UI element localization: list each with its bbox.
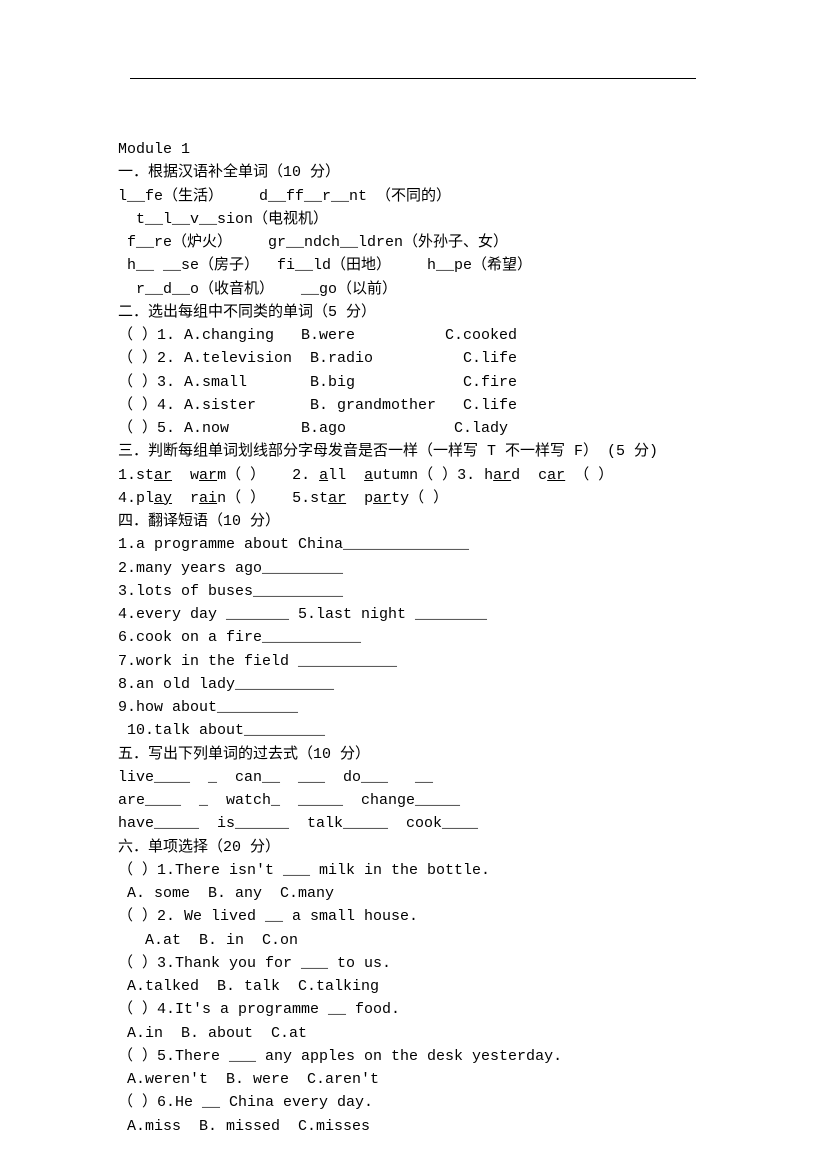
s6-q1: （ ）1.There isn't ___ milk in the bottle. bbox=[118, 859, 708, 882]
s3-line-1: 1.star warm（ ） 2. all autumn（ ）3. hard c… bbox=[118, 464, 708, 487]
section-1-title: 一．根据汉语补全单词（10 分） bbox=[118, 161, 708, 184]
s1-line-4: h__ __se（房子） fi__ld（田地） h__pe（希望） bbox=[118, 254, 708, 277]
section-3-title: 三．判断每组单词划线部分字母发音是否一样（一样写 T 不一样写 F） (5 分) bbox=[118, 440, 708, 463]
module-title: Module 1 bbox=[118, 138, 708, 161]
s4-line-7: 8.an old lady___________ bbox=[118, 673, 708, 696]
s2-row-2: （ ）2. A.television B.radio C.life bbox=[118, 347, 708, 370]
s5-line-1: live____ _ can__ ___ do___ __ bbox=[118, 766, 708, 789]
s4-line-3: 3.lots of buses__________ bbox=[118, 580, 708, 603]
s1-line-5: r__d__o（收音机） __go（以前） bbox=[118, 278, 708, 301]
s4-line-9: 10.talk about_________ bbox=[118, 719, 708, 742]
s5-line-3: have_____ is______ talk_____ cook____ bbox=[118, 812, 708, 835]
top-horizontal-rule bbox=[130, 78, 696, 79]
section-4-title: 四．翻译短语（10 分） bbox=[118, 510, 708, 533]
s4-line-6: 7.work in the field ___________ bbox=[118, 650, 708, 673]
section-5-title: 五．写出下列单词的过去式（10 分） bbox=[118, 743, 708, 766]
s2-row-4: （ ）4. A.sister B. grandmother C.life bbox=[118, 394, 708, 417]
s6-q2: （ ）2. We lived __ a small house. bbox=[118, 905, 708, 928]
s2-row-3: （ ）3. A.small B.big C.fire bbox=[118, 371, 708, 394]
s6-a6: A.miss B. missed C.misses bbox=[118, 1115, 708, 1138]
s4-line-1: 1.a programme about China______________ bbox=[118, 533, 708, 556]
s6-q3: （ ）3.Thank you for ___ to us. bbox=[118, 952, 708, 975]
s6-a4: A.in B. about C.at bbox=[118, 1022, 708, 1045]
s4-line-8: 9.how about_________ bbox=[118, 696, 708, 719]
s5-line-2: are____ _ watch_ _____ change_____ bbox=[118, 789, 708, 812]
s4-line-2: 2.many years ago_________ bbox=[118, 557, 708, 580]
s2-row-1: （ ）1. A.changing B.were C.cooked bbox=[118, 324, 708, 347]
s3-line-2: 4.play rain（ ） 5.star party（ ） bbox=[118, 487, 708, 510]
section-6-title: 六．单项选择（20 分） bbox=[118, 836, 708, 859]
s6-q4: （ ）4.It's a programme __ food. bbox=[118, 998, 708, 1021]
s6-a2: A.at B. in C.on bbox=[118, 929, 708, 952]
s4-line-4: 4.every day _______ 5.last night _______… bbox=[118, 603, 708, 626]
s2-row-5: （ ）5. A.now B.ago C.lady bbox=[118, 417, 708, 440]
s6-a1: A. some B. any C.many bbox=[118, 882, 708, 905]
section-2-title: 二．选出每组中不同类的单词（5 分） bbox=[118, 301, 708, 324]
s1-line-2: t__l__v__sion（电视机） bbox=[118, 208, 708, 231]
s6-a5: A.weren't B. were C.aren't bbox=[118, 1068, 708, 1091]
document-content: Module 1 一．根据汉语补全单词（10 分） l__fe（生活） d__f… bbox=[0, 50, 826, 1138]
s1-line-3: f__re（炉火） gr__ndch__ldren（外孙子、女） bbox=[118, 231, 708, 254]
s4-line-5: 6.cook on a fire___________ bbox=[118, 626, 708, 649]
s6-q6: （ ）6.He __ China every day. bbox=[118, 1091, 708, 1114]
s1-line-1: l__fe（生活） d__ff__r__nt （不同的） bbox=[118, 185, 708, 208]
s6-q5: （ ）5.There ___ any apples on the desk ye… bbox=[118, 1045, 708, 1068]
s6-a3: A.talked B. talk C.talking bbox=[118, 975, 708, 998]
page: Module 1 一．根据汉语补全单词（10 分） l__fe（生活） d__f… bbox=[0, 0, 826, 1169]
